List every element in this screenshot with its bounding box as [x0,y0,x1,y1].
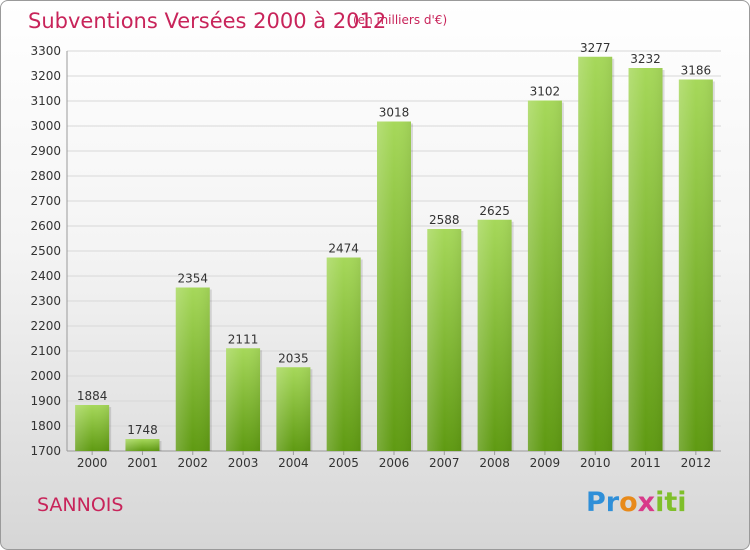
bar-highlight [276,367,311,451]
y-tick-label: 2400 [30,269,61,283]
logo-part: iti [655,487,687,518]
x-tick-label: 2007 [429,456,460,470]
data-label: 3186 [681,64,712,78]
y-tick-label: 2700 [30,194,61,208]
bar-highlight [175,287,210,451]
proxiti-logo[interactable]: Proxiti [586,487,687,518]
x-tick-label: 2001 [127,456,158,470]
data-label: 2111 [228,332,259,346]
data-label: 3277 [580,41,611,55]
y-tick-label: 2900 [30,144,61,158]
data-label: 3232 [630,52,661,66]
logo-part: x [637,487,656,518]
logo-part: o [619,487,638,518]
bar-highlight [477,219,512,451]
x-tick-label: 2011 [630,456,661,470]
chart-subtitle: (en milliers d'€) [353,13,448,27]
bar-highlight [326,257,361,451]
data-label: 3102 [530,85,561,99]
bar-highlight [377,121,411,451]
chart-title: Subventions Versées 2000 à 2012 [28,9,387,33]
x-tick-label: 2000 [77,456,108,470]
y-tick-label: 2800 [30,169,61,183]
axes: 1700 1800 1900 2000 2100 2200 2300 2400 2500 2600… [30,44,721,470]
y-tick-label: 3200 [30,69,61,83]
y-tick-label: 2300 [30,294,61,308]
bar-highlight [678,79,713,451]
x-tick-label: 2006 [379,456,410,470]
y-tick-label: 2100 [30,344,61,358]
bar-highlight [226,348,261,451]
data-label: 3018 [379,106,410,120]
data-label: 2354 [177,272,208,286]
bar-highlight [427,229,462,451]
x-tick-label: 2008 [479,456,510,470]
data-label: 2474 [328,242,359,256]
data-label: 2588 [429,213,460,227]
city-name: SANNOIS [37,494,124,516]
data-label: 2625 [479,204,510,218]
x-tick-label: 2012 [681,456,712,470]
y-tick-label: 2000 [30,369,61,383]
x-tick-label: 2005 [328,456,359,470]
logo-part: Pr [586,487,620,518]
y-tick-label: 3000 [30,119,61,133]
bars [75,56,715,451]
x-tick-label: 2002 [177,456,208,470]
bar-highlight [75,405,110,451]
x-tick-label: 2003 [228,456,259,470]
x-tick-label: 2010 [580,456,611,470]
y-tick-label: 2200 [30,319,61,333]
data-label: 1748 [127,423,158,437]
y-tick-label: 2500 [30,244,61,258]
y-tick-label: 2600 [30,219,61,233]
bar-highlight [527,100,562,451]
y-tick-label: 3100 [30,94,61,108]
y-tick-label: 1900 [30,394,61,408]
x-tick-label: 2004 [278,456,309,470]
y-tick-label: 1800 [30,419,61,433]
data-label: 1884 [77,389,108,403]
x-tick-label: 2009 [530,456,561,470]
bar-highlight [578,56,613,451]
y-tick-label: 1700 [30,444,61,458]
data-label: 2035 [278,351,309,365]
data-labels: 1884 1748 2354 2111 2035 2474 3018 2588 2625 3102… [77,41,711,437]
bar-highlight [125,439,160,451]
y-tick-label: 3300 [30,44,61,58]
bar-highlight [628,68,663,451]
